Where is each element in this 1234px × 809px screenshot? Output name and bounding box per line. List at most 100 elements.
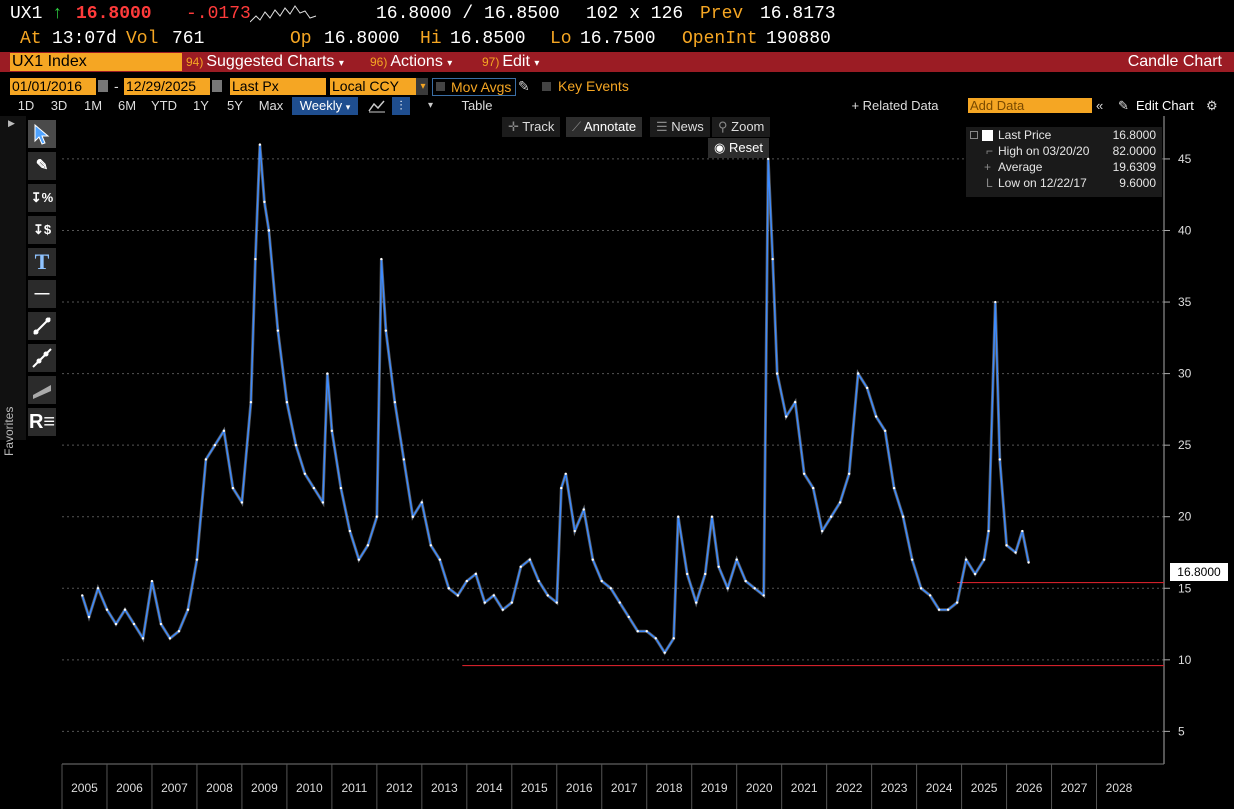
high-marker-icon: ⌐ (986, 144, 994, 158)
regression-icon[interactable]: R≡ (28, 408, 56, 436)
data-point (600, 579, 603, 583)
legend-high-label: High on 03/20/20 (998, 144, 1090, 158)
checkbox-icon[interactable] (542, 82, 551, 91)
collapse-icon[interactable]: « (1096, 98, 1104, 113)
expand-arrow-icon[interactable]: ▶ (8, 118, 15, 128)
pencil-icon[interactable]: ✎ (1118, 98, 1129, 113)
period-1y[interactable]: 1Y (193, 98, 209, 113)
data-point (937, 608, 941, 611)
x-tick-label: 2023 (881, 781, 908, 795)
chart-type-title: Candle Chart (1127, 53, 1222, 70)
data-point (168, 637, 172, 640)
data-point (483, 601, 487, 604)
data-point (537, 579, 540, 583)
data-point (249, 401, 253, 404)
y-tick-label: 35 (1178, 295, 1192, 309)
mov-avgs-toggle[interactable]: Mov Avgs (432, 78, 516, 96)
calendar-icon[interactable] (98, 80, 108, 92)
checkbox-icon (436, 82, 445, 91)
data-point (420, 501, 424, 504)
data-point (186, 608, 190, 611)
start-date-field[interactable]: 01/01/2016 (10, 78, 96, 95)
key-events-label[interactable]: Key Events (558, 78, 629, 94)
crosshair-icon: ✛ (508, 119, 519, 134)
data-point (771, 257, 774, 261)
calendar-icon[interactable] (212, 80, 222, 92)
security-field[interactable]: UX1 Index (10, 53, 182, 71)
data-point (609, 587, 612, 590)
drawing-toolbar: ✎ ↧% ↧$ T — R≡ (28, 120, 58, 440)
frequency-select[interactable]: Weekly ▾ (292, 97, 358, 115)
data-point (811, 486, 815, 490)
data-point (429, 544, 433, 547)
vol-value: 761 (172, 29, 205, 49)
data-point (654, 637, 657, 640)
data-point (456, 594, 460, 597)
data-point (267, 229, 271, 232)
end-date-field[interactable]: 12/29/2025 (124, 78, 210, 95)
data-point (919, 587, 923, 590)
legend-high-row: ⌐ High on 03/20/20 82.0000 (966, 144, 1162, 160)
zoom-button[interactable]: ⚲ Zoom (712, 117, 771, 137)
period-3d[interactable]: 3D (50, 98, 68, 113)
data-point (695, 601, 698, 604)
period-ytd[interactable]: YTD (151, 98, 177, 113)
period-1d[interactable]: 1D (17, 98, 35, 113)
x-tick-label: 2008 (206, 781, 233, 795)
percent-tool-icon[interactable]: ↧% (28, 184, 56, 212)
pen-icon[interactable]: ✎ (28, 152, 56, 180)
data-point (1005, 544, 1008, 547)
data-point (982, 558, 986, 561)
data-point (762, 594, 765, 597)
gear-icon[interactable]: ⚙ (1206, 98, 1218, 113)
field-select[interactable]: Last Px (230, 78, 326, 95)
track-button[interactable]: ✛ Track (502, 117, 561, 137)
period-6m[interactable]: 6M (117, 98, 137, 113)
mov-avgs-label: Mov Avgs (451, 79, 512, 95)
quote-line-2: At 13:07d Vol 761 Op 16.8000 Hi 16.8500 … (0, 29, 1234, 51)
news-button[interactable]: ☰ News (650, 117, 710, 137)
data-point (847, 472, 851, 475)
edit-menu[interactable]: 97) Edit ▾ (482, 52, 539, 72)
period-5y[interactable]: 5Y (227, 98, 243, 113)
currency-select[interactable]: Local CCY (330, 78, 416, 95)
bar-type-icon[interactable]: ⫶ (392, 97, 410, 115)
actions-number: 96) (370, 55, 388, 69)
table-button[interactable]: Table (461, 98, 493, 113)
line-chart-icon[interactable] (368, 99, 386, 113)
related-data-button[interactable]: + Related Data (851, 98, 939, 113)
data-point (222, 429, 226, 433)
suggested-charts-menu[interactable]: 94) Suggested Charts ▾ (186, 52, 344, 72)
period-1m[interactable]: 1M (83, 98, 103, 113)
actions-menu[interactable]: 96) Actions ▾ (370, 52, 452, 72)
horizontal-line-icon[interactable]: — (28, 280, 56, 308)
data-point (384, 329, 388, 332)
channel-icon[interactable] (28, 376, 56, 404)
trendline-icon[interactable] (28, 312, 56, 340)
annotate-button[interactable]: ⟋ Annotate (566, 117, 643, 137)
data-point (560, 486, 563, 490)
legend-last-row: Last Price 16.8000 (966, 128, 1162, 144)
data-point (213, 443, 217, 447)
add-data-input[interactable]: Add Data (968, 98, 1092, 113)
ray-line-icon[interactable] (28, 344, 56, 372)
data-point (946, 608, 950, 611)
favorites-strip[interactable]: ▶ Favorites (0, 116, 26, 456)
edit-chart-button[interactable]: Edit Chart (1136, 98, 1194, 113)
annotate-label: Annotate (584, 119, 637, 134)
last-price: 16.8000 (76, 4, 152, 24)
data-point (838, 501, 842, 504)
x-tick-label: 2025 (971, 781, 998, 795)
pointer-icon[interactable] (28, 120, 56, 148)
collapse-box-icon[interactable] (970, 131, 978, 139)
dollar-tool-icon[interactable]: ↧$ (28, 216, 56, 244)
reset-button[interactable]: ◉ Reset (708, 138, 769, 158)
data-point (636, 630, 639, 633)
chevron-down-icon[interactable]: ▾ (416, 78, 428, 95)
chevron-down-icon[interactable]: ▾ (428, 100, 434, 111)
text-tool-icon[interactable]: T (28, 248, 56, 276)
pencil-icon[interactable]: ✎ (518, 78, 530, 94)
period-max[interactable]: Max (258, 98, 284, 113)
x-tick-label: 2026 (1016, 781, 1043, 795)
